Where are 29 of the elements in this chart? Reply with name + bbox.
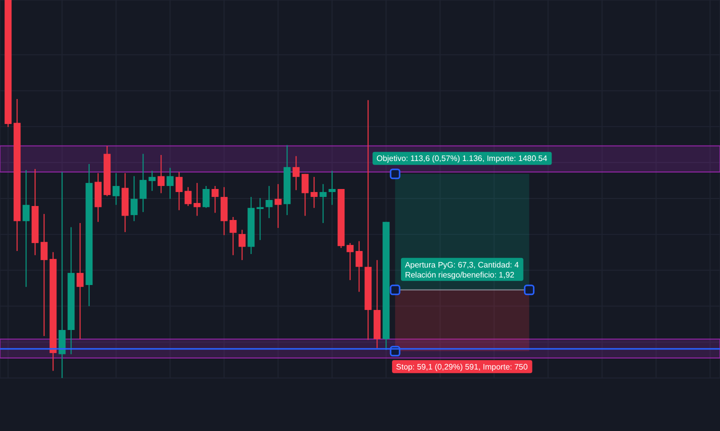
candlestick [184,186,192,207]
candlestick [40,213,48,337]
candlestick [202,185,210,208]
candlestick [130,176,138,222]
candlestick [320,184,327,224]
candlestick [148,170,156,192]
candlestick [22,170,30,288]
candlestick [310,176,318,208]
candlestick [256,198,264,241]
candlestick [112,172,120,206]
candlestick [212,185,219,214]
candlestick [274,184,282,228]
candlestick [176,171,183,211]
candlestick [166,167,174,200]
candlestick [140,153,147,213]
band-label: Objetivo: 113,6 (0,57%) 1.136, Importe: 1480.54 [376,154,548,164]
candlestick [302,173,309,216]
candlestick [76,222,84,340]
candlestick [194,182,201,216]
candlestick [328,170,336,206]
candlestick [356,240,363,292]
candlestick [238,229,246,261]
candlestick [346,242,354,281]
candlestick [292,156,300,191]
candlestick [266,185,273,219]
candlestick [158,154,165,194]
band-label: Stop: 59,1 (0,29%) 591, Importe: 750 [396,362,528,372]
candlestick [230,216,237,256]
annotation: Apertura PyG: 67,3, Cantidad: 4 Relación riesgo/beneficio: 1,92 [404,260,520,280]
